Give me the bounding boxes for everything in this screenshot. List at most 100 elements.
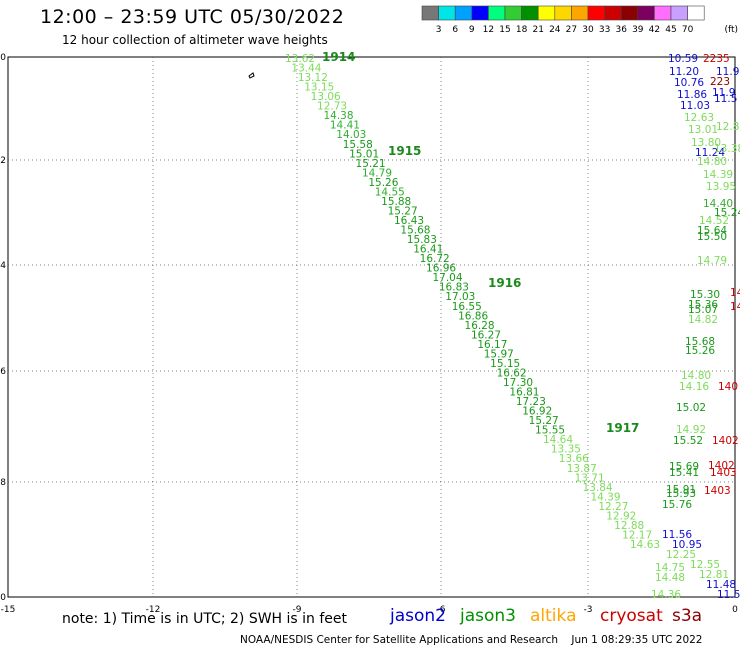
colorbar-label: 15 bbox=[499, 25, 510, 35]
wave-height-label: 15.26 bbox=[685, 345, 715, 357]
wave-height-label: 14.63 bbox=[630, 539, 660, 551]
y-axis-label: -46 bbox=[0, 367, 6, 377]
wave-height-label: 12.55 bbox=[690, 559, 720, 571]
wave-height-label: 12.88 bbox=[716, 121, 740, 133]
colorbar-unit: (ft) bbox=[724, 25, 738, 35]
pass-time-label: 1917 bbox=[606, 421, 639, 435]
wave-height-label: 12.92 bbox=[606, 510, 636, 522]
colorbar-label: 36 bbox=[615, 25, 627, 35]
footer-credit-text: NOAA/NESDIS Center for Satellite Applica… bbox=[240, 634, 558, 646]
wave-height-label: 11.9 bbox=[716, 66, 739, 78]
wave-height-label: 14.16 bbox=[679, 381, 709, 393]
x-axis-label: -9 bbox=[293, 605, 302, 615]
wave-height-label: 14.38 bbox=[323, 110, 353, 122]
wave-height-label: 13.71 bbox=[575, 472, 605, 484]
wave-height-label: 140 bbox=[718, 381, 738, 393]
x-axis-label: 0 bbox=[732, 605, 738, 615]
x-axis-label: -15 bbox=[1, 605, 16, 615]
wave-height-label: 15.01 bbox=[349, 148, 379, 160]
wave-height-label: 15.97 bbox=[484, 348, 514, 360]
wave-height-label: 12.81 bbox=[699, 569, 729, 581]
wave-height-label: 15.58 bbox=[343, 139, 373, 151]
wave-height-label: 14.36 bbox=[651, 589, 681, 601]
map-frame bbox=[7, 56, 736, 598]
colorbar-label: 9 bbox=[469, 25, 475, 35]
colorbar-label: 3 bbox=[436, 25, 442, 35]
wave-height-label: 13.38 bbox=[714, 143, 740, 155]
wave-height-label: 16.28 bbox=[465, 320, 495, 332]
wave-height-label: 15.69 bbox=[669, 461, 699, 473]
wave-height-label: 13.44 bbox=[291, 63, 321, 75]
wave-height-label: 15.07 bbox=[688, 304, 718, 316]
wave-height-label: 16.96 bbox=[426, 263, 456, 275]
wave-height-label: 14.79 bbox=[697, 255, 727, 267]
wave-height-label: 13.12 bbox=[298, 72, 328, 84]
colorbar-label: 18 bbox=[516, 25, 528, 35]
colorbar-label: 70 bbox=[682, 25, 694, 35]
colorbar-label: 12 bbox=[483, 25, 494, 35]
y-axis-label: -50 bbox=[0, 593, 6, 603]
wave-height-label: 16.17 bbox=[477, 339, 507, 351]
wave-height-label: 15.55 bbox=[535, 425, 565, 437]
wave-height-label: 17.04 bbox=[432, 272, 462, 284]
wave-height-label: 14.40 bbox=[703, 198, 733, 210]
wave-height-label: 10.95 bbox=[672, 539, 702, 551]
x-axis-label: -12 bbox=[146, 605, 161, 615]
wave-height-label: 16.62 bbox=[497, 367, 527, 379]
wave-height-label: 16.41 bbox=[413, 244, 443, 256]
wave-height-label: 13.35 bbox=[551, 444, 581, 456]
wave-height-label: 15.26 bbox=[368, 177, 398, 189]
wave-height-label: 223 bbox=[710, 76, 730, 88]
wave-height-label: 11.86 bbox=[677, 89, 707, 101]
wave-height-label: 12.17 bbox=[622, 529, 652, 541]
island-outline bbox=[248, 72, 255, 79]
wave-height-label: 1402 bbox=[712, 435, 739, 447]
wave-height-label: 1403 bbox=[710, 467, 737, 479]
wave-height-label: 15.24 bbox=[714, 207, 740, 219]
wave-height-label: 14.75 bbox=[655, 562, 685, 574]
y-axis-label: -48 bbox=[0, 478, 6, 488]
legend-s3a: s3a bbox=[672, 606, 703, 626]
wave-height-label: 15.52 bbox=[673, 435, 703, 447]
wave-height-label: 14.39 bbox=[703, 169, 733, 181]
wave-height-label: 14.80 bbox=[697, 156, 727, 168]
wave-height-label: 14.82 bbox=[688, 314, 718, 326]
wave-height-label: 14.48 bbox=[655, 572, 685, 584]
wave-height-label: 16.55 bbox=[452, 301, 482, 313]
wave-height-label: 11.48 bbox=[706, 579, 736, 591]
wave-height-label: 12.88 bbox=[614, 520, 644, 532]
colorbar-label: 42 bbox=[649, 25, 660, 35]
wave-height-label: 15.21 bbox=[356, 158, 386, 170]
wave-height-label: 13.01 bbox=[688, 124, 718, 136]
wave-height-label: 14 bbox=[730, 301, 740, 313]
wave-height-label: 16.72 bbox=[420, 253, 450, 265]
wave-height-label: 14.39 bbox=[590, 491, 620, 503]
wave-height-label: 15.64 bbox=[697, 225, 727, 237]
wave-height-label: 11.56 bbox=[662, 529, 692, 541]
wave-height-label: 13.06 bbox=[311, 91, 341, 103]
wave-height-label: 16.83 bbox=[439, 282, 469, 294]
colorbar-label: 21 bbox=[532, 25, 543, 35]
wave-height-label: 15.41 bbox=[669, 467, 699, 479]
wave-height-label: 16.43 bbox=[394, 215, 424, 227]
wave-height-label: 13.66 bbox=[559, 453, 589, 465]
wave-height-label: 14.52 bbox=[699, 215, 729, 227]
wave-height-label: 17.30 bbox=[503, 377, 533, 389]
wave-height-label: 15.30 bbox=[690, 289, 720, 301]
wave-height-label: 13.62 bbox=[285, 53, 315, 65]
wave-height-label: 10.59 bbox=[668, 53, 698, 65]
wave-height-label: 15.27 bbox=[388, 205, 418, 217]
wave-height-label: 15.27 bbox=[529, 415, 559, 427]
wave-height-label: 15.91 bbox=[666, 484, 696, 496]
wave-height-label: 11.5 bbox=[714, 93, 737, 105]
wave-height-label: 11.24 bbox=[695, 147, 725, 159]
wave-height-label: 13.80 bbox=[691, 137, 721, 149]
wave-height-label: 14.03 bbox=[336, 129, 366, 141]
pass-time-label: 1915 bbox=[388, 144, 421, 158]
wave-height-label: 14.80 bbox=[681, 370, 711, 382]
colorbar-label: 33 bbox=[599, 25, 610, 35]
pass-time-label: 1914 bbox=[322, 50, 355, 64]
wave-height-label: 15.36 bbox=[688, 299, 718, 311]
legend-altika: altika bbox=[530, 606, 577, 626]
